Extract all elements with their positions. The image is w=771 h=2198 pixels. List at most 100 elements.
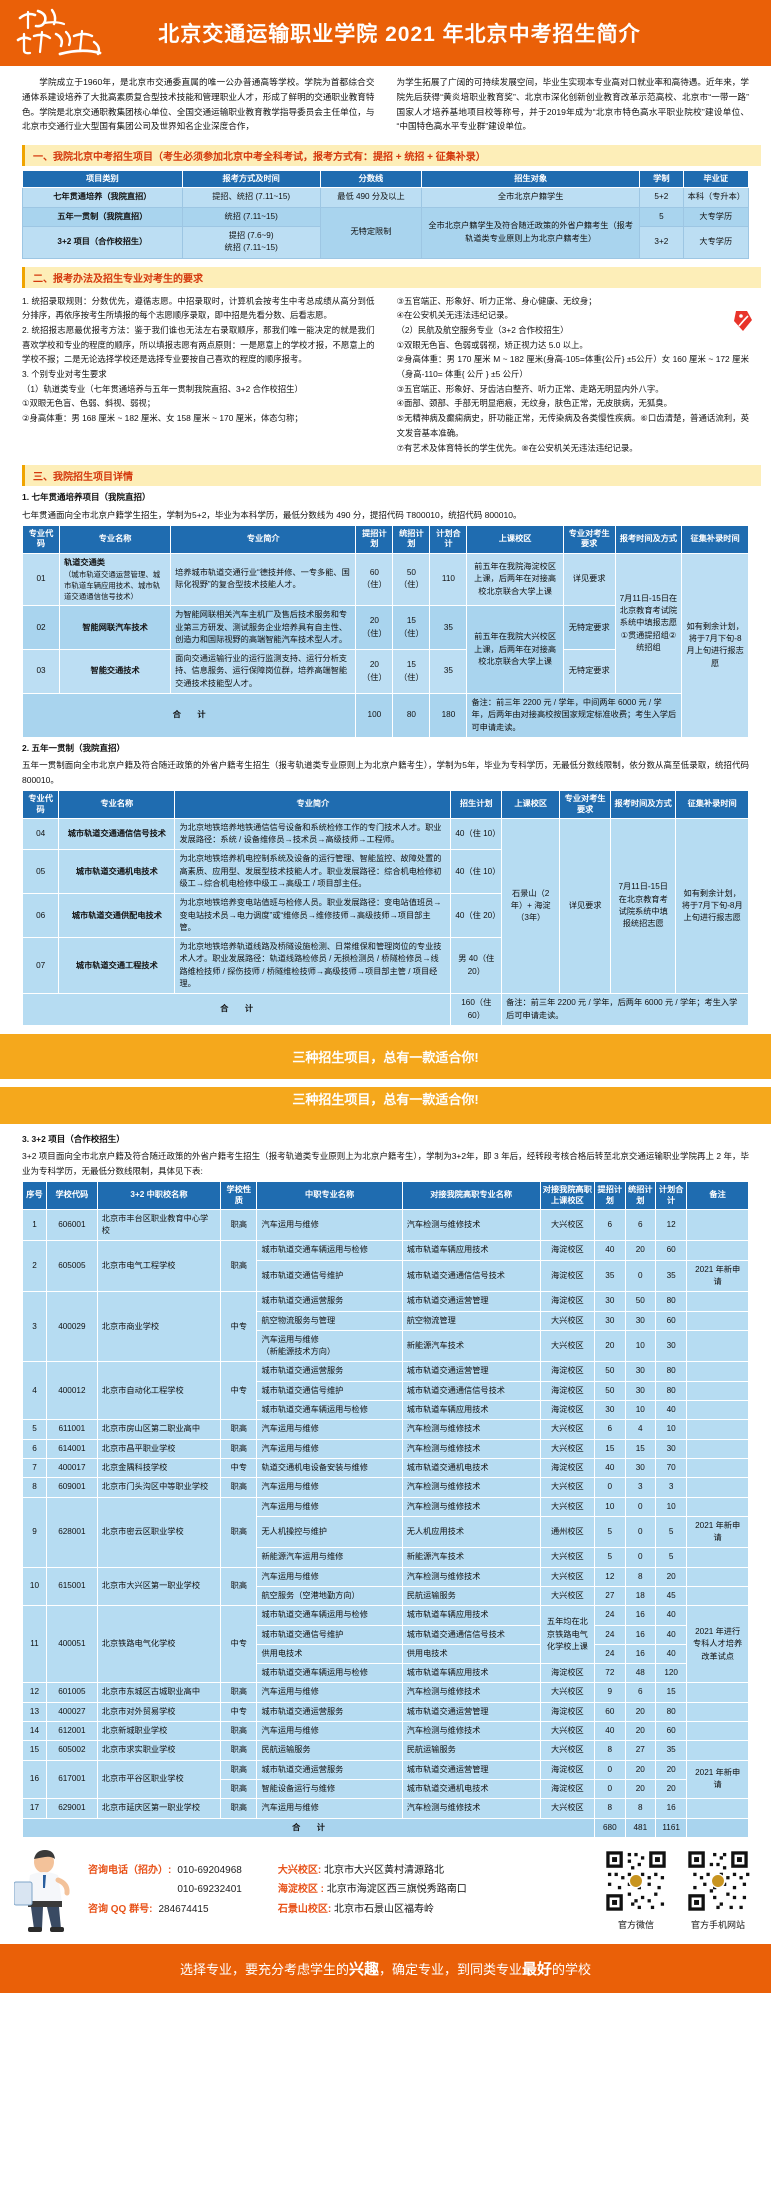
col-tijiao-plan: 提招计划 [355, 525, 394, 554]
cell-target-major: 汽车检测与维修技术 [401, 1477, 541, 1498]
cell-vocational-major: 汽车运用与维修 [256, 1682, 403, 1703]
cell-vocational-major: 航空服务（空港地勤方向） [256, 1585, 403, 1607]
cell-school-code: 400012 [45, 1361, 98, 1421]
cell-category: 七年贯通培养（我院直招） [22, 187, 183, 208]
sub1-lead: 七年贯通面向全市北京户籍学生招生，学制为5+2，毕业为本科学历，最低分数线为 4… [22, 509, 522, 520]
cell-total-sum: 1161 [655, 1817, 688, 1838]
cell-tongjiao: 8 [624, 1566, 657, 1587]
qr-code-icon [603, 1848, 669, 1915]
section-3-title: 三、我院招生项目详情 [22, 465, 761, 487]
cell-tongjiao: 0 [624, 1515, 657, 1549]
cell-plan-total: 16 [655, 1798, 688, 1819]
col-campus: 上课校区 [466, 525, 564, 554]
phone-label: 咨询电话（招办）: [88, 1864, 172, 1876]
table-row: 14 612001 北京新城职业学校 职高 汽车运用与维修 汽车检测与维修技术 大兴校区 40… [22, 1721, 749, 1742]
cell-target-major: 城市轨道交通运营管理 [401, 1701, 541, 1723]
cell-school-code: 601005 [45, 1682, 98, 1703]
req-text: ④面部、颈部、手部无明显疤痕，无纹身，肤色正常，无皮肤病，无狐臭。 [396, 398, 673, 409]
cell-plan-total: 30 [655, 1329, 688, 1363]
col-school-code: 学校代码 [45, 1181, 98, 1210]
table-row: 航空物流服务与管理 航空物流管理 大兴校区 30 30 60 [23, 1310, 749, 1331]
cell-plan-total: 120 [655, 1663, 688, 1684]
req-text: ①双眼无色盲、色弱、斜视、弱视； [22, 398, 156, 409]
qq-value[interactable]: 284674415 [158, 1903, 209, 1915]
sub2-title: 2. 五年一贯制（我院直招） [22, 742, 125, 753]
cell-tijiao: 20（住） [355, 649, 394, 695]
cell-note [686, 1361, 749, 1382]
admission-projects-table: 项目类别 报考方式及时间 分数线 招生对象 学制 毕业证 七年贯通培养（我院直招… [22, 170, 750, 259]
cell-target-major: 汽车检测与维修技术 [401, 1208, 541, 1242]
cell-tongjiao: 4 [624, 1419, 657, 1440]
cell-tijiao: 15 [594, 1438, 626, 1459]
cell-tongjiao: 6 [624, 1682, 657, 1703]
cell-index: 16 [22, 1759, 47, 1800]
intro-section: 学院成立于1960年，是北京市交通委直属的唯一公办普通高等学校。学院为首都综合交… [0, 66, 771, 139]
campus-address: 北京市大兴区黄村清源路北 [323, 1864, 444, 1876]
col-major-name: 专业名称 [58, 790, 176, 819]
cell-tongjiao: 20 [624, 1759, 657, 1780]
col-index: 序号 [22, 1181, 47, 1210]
cell-plan-total: 80 [655, 1291, 688, 1312]
five-year-program-table: 专业代码 专业名称 专业简介 招生计划 上课校区 专业对考生要求 报考时间及方式… [21, 790, 749, 1026]
cell-target-major: 汽车检测与维修技术 [401, 1419, 541, 1440]
section-1-title: 一、我院北京中考招生项目（考生必须参加北京中考全科考试，报考方式有：提招 + 统… [22, 145, 761, 167]
cell-campus: 海淀校区 [539, 1457, 596, 1479]
cell-note [686, 1701, 749, 1723]
cell-target-major: 汽车检测与维修技术 [401, 1438, 541, 1459]
table-header-row: 专业代码 专业名称 专业简介 提招计划 统招计划 计划合计 上课校区 专业对考生… [21, 525, 749, 554]
cell-tongjiao: 48 [624, 1663, 657, 1684]
table-row: 15 605002 北京市求实职业学校 职高 民航运输服务 民航运输服务 大兴校区 8 27 35 [22, 1740, 749, 1761]
cell-index: 7 [22, 1457, 47, 1479]
cell-vocational-major: 汽车运用与维修 [256, 1438, 403, 1459]
cell-school-name: 北京市密云区职业学校 [96, 1496, 222, 1568]
slogan-part-3: 的学校 [552, 1961, 592, 1977]
table-row: 8 609001 北京市门头沟区中等职业学校 职高 汽车运用与维修 汽车检测与维修技术 大兴… [22, 1477, 749, 1498]
cell-code: 04 [21, 817, 60, 851]
cell-vocational-major: 汽车运用与维修 [256, 1208, 403, 1242]
cell-school-name: 北京新城职业学校 [96, 1721, 222, 1742]
cell-total-tongjiao: 80 [392, 693, 431, 738]
phone-value-1[interactable]: 010-69204968 [177, 1864, 242, 1876]
cell-school-nature: 职高 [220, 1496, 258, 1568]
cell-tijiao: 5 [594, 1547, 626, 1568]
table-row: 17 629001 北京市延庆区第一职业学校 职高 汽车运用与维修 汽车检测与维修技术 大兴… [22, 1798, 749, 1819]
phone-value-2[interactable]: 010-69232401 [177, 1884, 242, 1896]
cell-vocational-major: 城市轨道交通信号维护 [256, 1380, 403, 1402]
qr-mobile-caption: 官方手机网站 [690, 1920, 745, 1931]
calligraphy-icon [16, 8, 102, 56]
col-score: 分数线 [319, 170, 423, 189]
cell-target-major: 城市轨道车辆应用技术 [401, 1605, 541, 1626]
cell-note [686, 1566, 749, 1587]
cell-vocational-major: 航空物流服务与管理 [256, 1310, 403, 1331]
cell-school-name: 北京铁路电气化学校 [96, 1605, 222, 1684]
cell-plan: 40（住 10） [450, 817, 503, 851]
phone-row-2: 咨询电话（招办）: 010-69232401 [88, 1880, 242, 1900]
col-major-name: 专业名称 [59, 525, 172, 554]
cell-require: 无特定要求 [562, 605, 616, 651]
cell-years: 5+2 [639, 187, 684, 208]
requirements-left-column: 1. 统招录取规则：分数优先，遵循志愿。中招录取时，计算机会按考生中考总成绩从高… [22, 294, 375, 456]
cell-note: 备注：前三年 2200 元 / 学年，后两年 6000 元 / 学年；考生入学后… [501, 993, 749, 1026]
table-header-row: 序号 学校代码 3+2 中职校名称 学校性质 中职专业名称 对接我院高职专业名称… [22, 1181, 749, 1210]
table-row: 无人机操控与维护 无人机应用技术 通州校区 5 0 5 2021 年新申请 [23, 1515, 749, 1549]
cell-campus: 大兴校区 [539, 1496, 596, 1517]
cell-plan-total: 15 [655, 1682, 688, 1703]
cell-campus: 海淀校区 [539, 1778, 596, 1800]
cell-tijiao: 50 [594, 1380, 626, 1402]
cell-tongjiao: 20 [624, 1778, 657, 1800]
cell-tijiao: 8 [594, 1740, 626, 1761]
cell-target-major: 供用电技术 [401, 1643, 541, 1665]
cell-plan: 40（住 20） [450, 893, 503, 939]
table-total-row: 合 计 160（住 60） 备注：前三年 2200 元 / 学年，后两年 600… [21, 993, 749, 1026]
cell-note [686, 1400, 749, 1421]
cell-vocational-major: 城市轨道交通信号维护 [256, 1259, 403, 1293]
cell-tongjiao: 15（住） [392, 605, 431, 651]
cell-school-nature: 职高 [220, 1682, 258, 1703]
cell-school-code: 605005 [45, 1240, 98, 1293]
cell-vocational-major: 城市轨道交通运营服务 [256, 1759, 403, 1780]
cell-tongjiao: 20 [624, 1240, 657, 1261]
cell-tongjiao: 15（住） [392, 649, 431, 695]
cell-total-plan: 160（住 60） [450, 993, 503, 1026]
cell-school-nature: 中专 [220, 1361, 258, 1421]
cell-school-code: 609001 [45, 1477, 98, 1498]
